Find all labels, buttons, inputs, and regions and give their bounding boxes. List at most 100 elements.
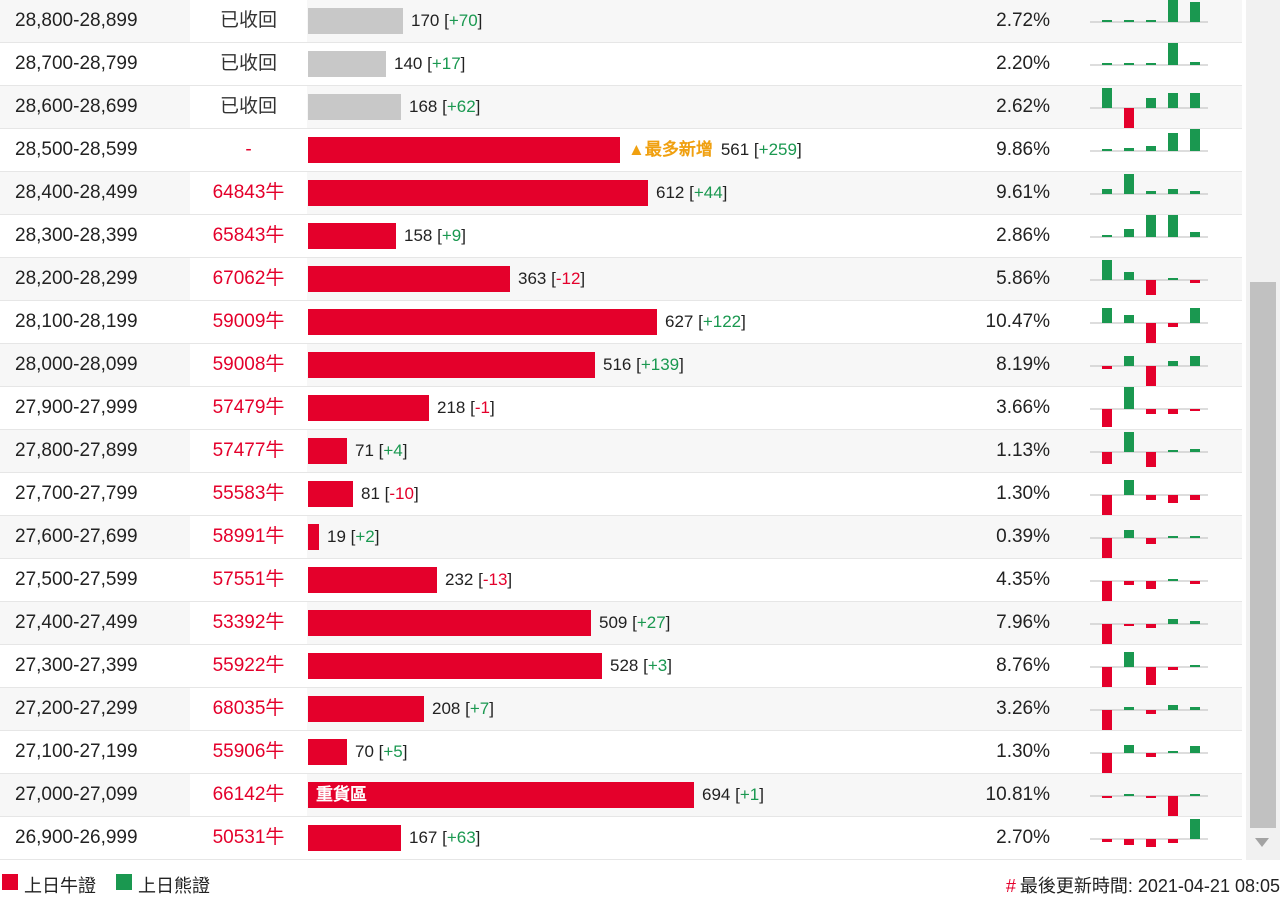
quantity-value: 158 [+9] <box>404 226 466 245</box>
sparkline-bar <box>1190 2 1200 22</box>
quantity-number: 81 <box>361 484 380 503</box>
table-row[interactable]: 28,500-28,599- ▲最多新增 561 [+259] 9.86% <box>0 129 1242 172</box>
sparkline-bar <box>1190 93 1200 108</box>
bar-cell: ▲最多新增 561 [+259] <box>308 129 948 171</box>
warrant-code[interactable]: 65843牛 <box>190 215 307 257</box>
sparkline-bar <box>1124 272 1134 280</box>
table-row[interactable]: 27,900-27,999 57479牛 218 [-1] 3.66% <box>0 387 1242 430</box>
sparkline-bar <box>1146 146 1156 151</box>
quantity-number: 516 <box>603 355 632 374</box>
quantity-change: +17 <box>431 54 461 73</box>
table-row[interactable]: 28,300-28,399 65843牛 158 [+9] 2.86% <box>0 215 1242 258</box>
percentage: 8.76% <box>996 655 1050 676</box>
price-range: 27,400-27,499 <box>15 612 138 633</box>
table-row[interactable]: 28,200-28,299 67062牛 363 [-12] 5.86% <box>0 258 1242 301</box>
last-updated-label: 最後更新時間: <box>1019 876 1133 896</box>
sparkline-bar <box>1124 745 1134 753</box>
sparkline-bar <box>1168 215 1178 237</box>
warrant-code[interactable]: 66142牛 <box>190 774 307 816</box>
sparkline-bar <box>1190 449 1200 452</box>
warrant-code[interactable]: 57551牛 <box>190 559 307 601</box>
table-row[interactable]: 27,100-27,199 55906牛 70 [+5] 1.30% <box>0 731 1242 774</box>
table-row[interactable]: 27,700-27,799 55583牛 81 [-10] 1.30% <box>0 473 1242 516</box>
warrant-code[interactable]: 55583牛 <box>190 473 307 515</box>
warrant-code[interactable]: 67062牛 <box>190 258 307 300</box>
warrant-code[interactable]: 57479牛 <box>190 387 307 429</box>
table-row[interactable]: 28,000-28,099 59008牛 516 [+139] 8.19% <box>0 344 1242 387</box>
quantity-value: 19 [+2] <box>327 527 380 546</box>
sparkline-bar <box>1168 409 1178 414</box>
table-row[interactable]: 28,400-28,499 64843牛 612 [+44] 9.61% <box>0 172 1242 215</box>
percentage: 2.70% <box>996 827 1050 848</box>
percentage: 7.96% <box>996 612 1050 633</box>
sparkline-bar <box>1190 794 1200 796</box>
scroll-down-arrow-icon[interactable] <box>1255 838 1269 847</box>
quantity-number: 528 <box>610 656 639 675</box>
sparkline-bar <box>1124 624 1134 626</box>
percentage: 1.30% <box>996 483 1050 504</box>
table-row[interactable]: 27,600-27,699 58991牛 19 [+2] 0.39% <box>0 516 1242 559</box>
sparkline-bar <box>1102 260 1112 280</box>
sparkline-bar <box>1190 409 1200 411</box>
table-row[interactable]: 28,700-28,799 已收回 140 [+17] 2.20% <box>0 43 1242 86</box>
warrant-code[interactable]: 55922牛 <box>190 645 307 687</box>
quantity-value: 140 [+17] <box>394 54 466 73</box>
quantity-value: 168 [+62] <box>409 97 481 116</box>
warrant-code[interactable]: 55906牛 <box>190 731 307 773</box>
table-row[interactable]: 27,800-27,899 57477牛 71 [+4] 1.13% <box>0 430 1242 473</box>
table-row[interactable]: 28,100-28,199 59009牛 627 [+122] 10.47% <box>0 301 1242 344</box>
quantity-value: 81 [-10] <box>361 484 419 503</box>
quantity-bar: 重貨區 <box>308 782 694 808</box>
warrant-code[interactable]: 64843牛 <box>190 172 307 214</box>
warrant-code[interactable]: 57477牛 <box>190 430 307 472</box>
table-row[interactable]: 27,400-27,499 53392牛 509 [+27] 7.96% <box>0 602 1242 645</box>
bar-cell: 168 [+62] <box>308 86 948 128</box>
sparkline-bar <box>1146 452 1156 467</box>
quantity-bar <box>308 223 396 249</box>
warrant-code[interactable]: 53392牛 <box>190 602 307 644</box>
sparkline-bar <box>1102 581 1112 601</box>
sparkline-bar <box>1124 148 1134 151</box>
sparkline-bar <box>1102 409 1112 427</box>
vertical-scrollbar[interactable] <box>1246 0 1280 860</box>
sparkline-bar <box>1124 707 1134 710</box>
sparkline-bar <box>1146 98 1156 108</box>
sparkline-bar <box>1146 409 1156 414</box>
warrant-code[interactable]: 59009牛 <box>190 301 307 343</box>
table-row[interactable]: 27,000-27,099 66142牛 重貨區 694 [+1] 10.81% <box>0 774 1242 817</box>
sparkline-bar <box>1190 308 1200 323</box>
sparkline-bar <box>1124 794 1134 796</box>
warrant-code[interactable]: 59008牛 <box>190 344 307 386</box>
scrollbar-thumb[interactable] <box>1250 282 1276 828</box>
quantity-change: +2 <box>355 527 375 546</box>
warrant-code[interactable]: 50531牛 <box>190 817 307 859</box>
warrant-code[interactable]: 68035牛 <box>190 688 307 730</box>
percentage: 9.86% <box>996 139 1050 160</box>
quantity-change: -1 <box>474 398 490 417</box>
table-row[interactable]: 28,600-28,699 已收回 168 [+62] 2.62% <box>0 86 1242 129</box>
quantity-value: 218 [-1] <box>437 398 495 417</box>
bar-cell: 70 [+5] <box>308 731 948 773</box>
sparkline-bar <box>1124 174 1134 194</box>
daily-change-sparkline <box>1090 745 1208 773</box>
price-range: 26,900-26,999 <box>15 827 138 848</box>
sparkline-bar <box>1124 315 1134 323</box>
quantity-number: 232 <box>445 570 474 589</box>
bear-legend-label: 上日熊證 <box>138 876 210 896</box>
quantity-number: 363 <box>518 269 547 288</box>
warrant-code[interactable]: 58991牛 <box>190 516 307 558</box>
sparkline-bar <box>1168 796 1178 816</box>
table-row[interactable]: 28,800-28,899 已收回 170 [+70] 2.72% <box>0 0 1242 43</box>
price-range: 27,200-27,299 <box>15 698 138 719</box>
quantity-change: +139 <box>640 355 680 374</box>
sparkline-bar <box>1168 667 1178 670</box>
quantity-bar <box>308 524 319 550</box>
table-row[interactable]: 27,200-27,299 68035牛 208 [+7] 3.26% <box>0 688 1242 731</box>
table-row[interactable]: 26,900-26,999 50531牛 167 [+63] 2.70% <box>0 817 1242 860</box>
sparkline-bar <box>1146 581 1156 589</box>
table-row[interactable]: 27,500-27,599 57551牛 232 [-13] 4.35% <box>0 559 1242 602</box>
hash-icon: # <box>1005 876 1016 896</box>
percentage: 9.61% <box>996 182 1050 203</box>
daily-change-sparkline <box>1090 215 1208 238</box>
table-row[interactable]: 27,300-27,399 55922牛 528 [+3] 8.76% <box>0 645 1242 688</box>
